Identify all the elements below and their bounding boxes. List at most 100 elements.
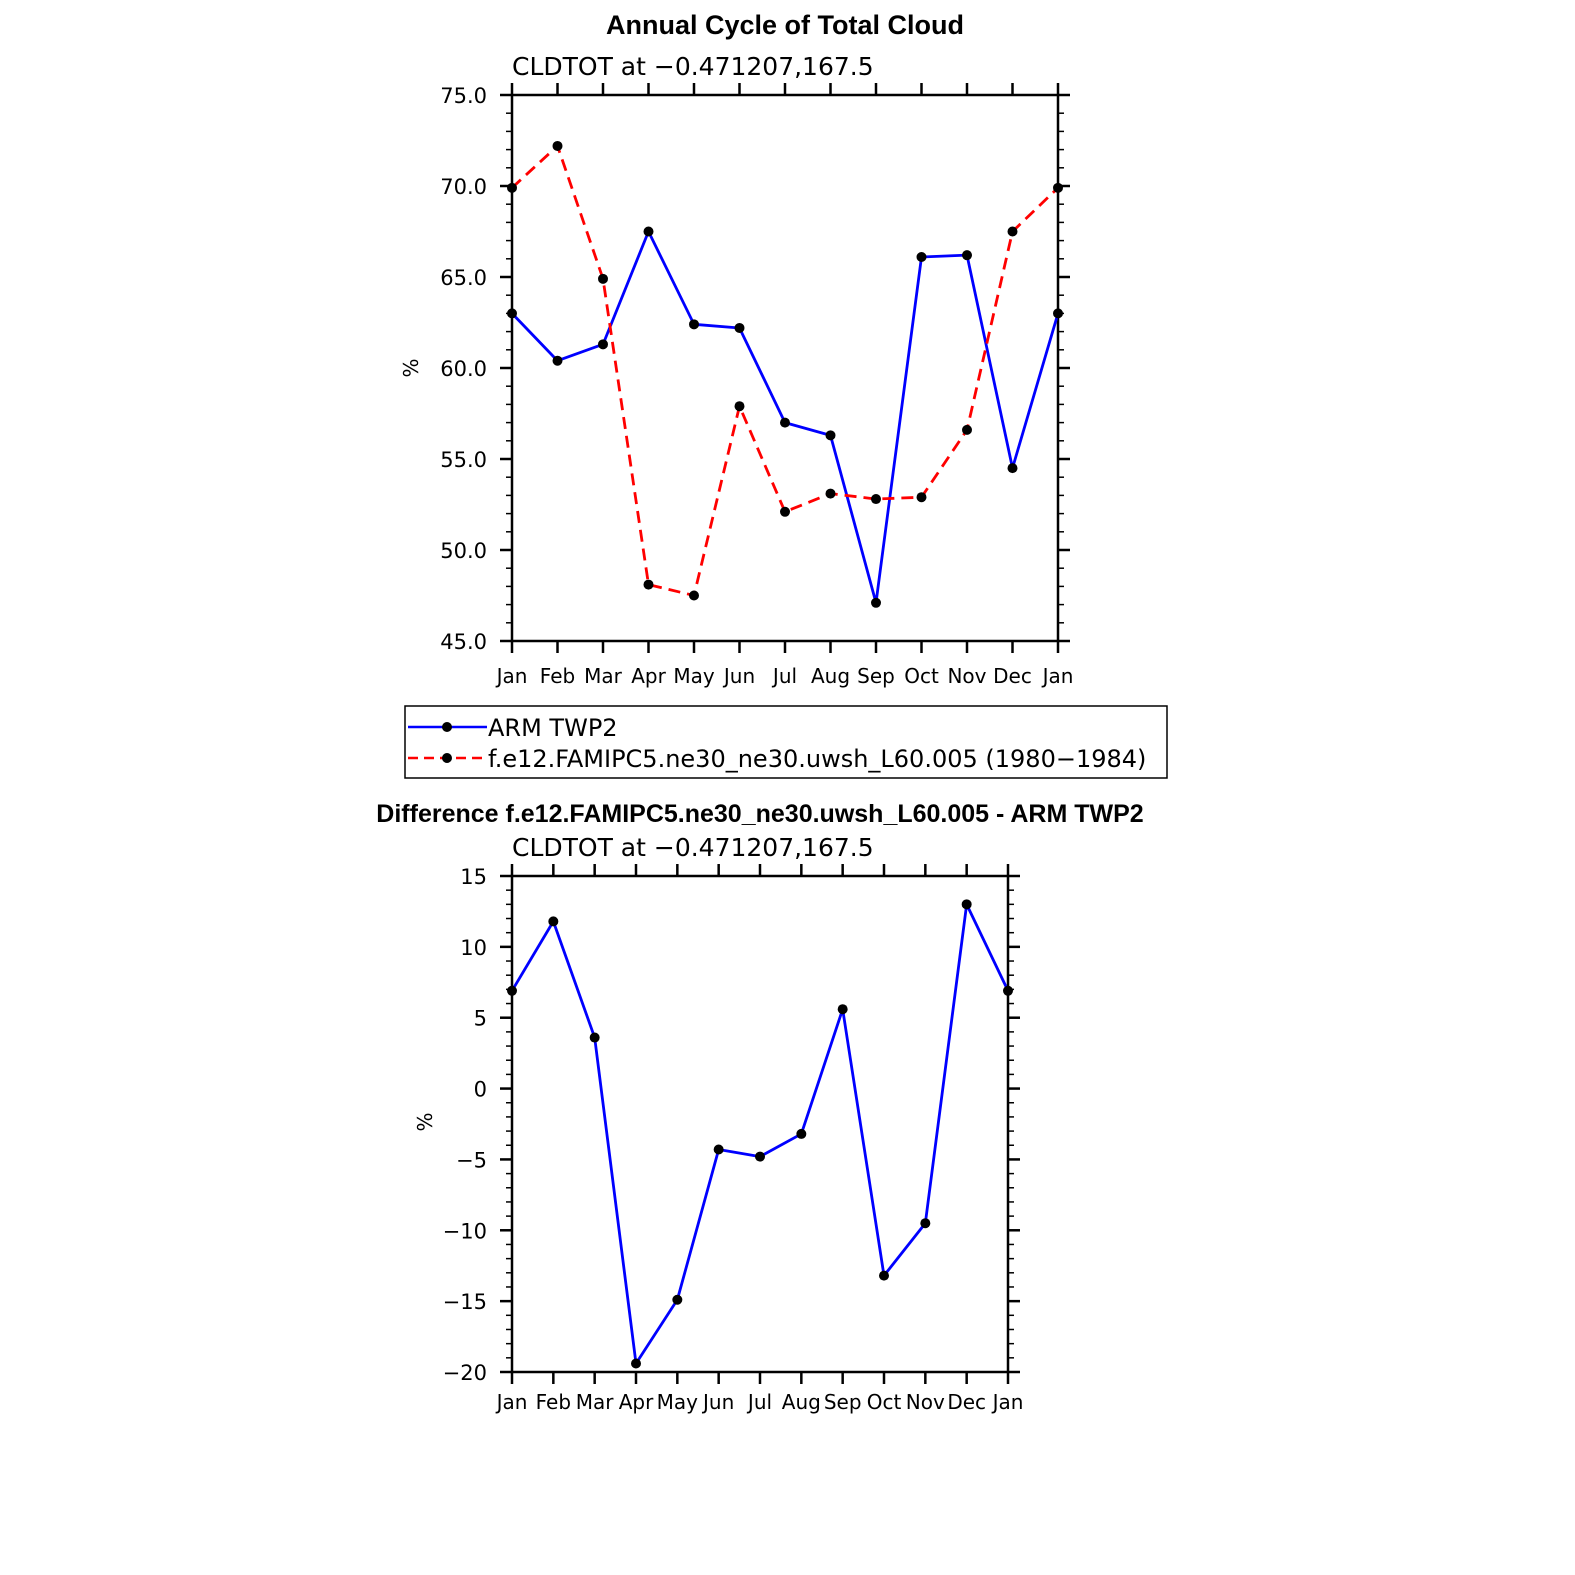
xtick-label: Jul [771, 664, 797, 688]
data-point [825, 430, 836, 441]
data-point [643, 226, 654, 237]
data-point [598, 273, 608, 284]
data-point [879, 1270, 889, 1281]
data-point [598, 339, 608, 350]
ytick-label: 70.0 [440, 175, 487, 199]
difference-chart: Difference f.e12.FAMIPC5.ne30_ne30.uwsh_… [376, 800, 1143, 1414]
data-point [589, 1032, 600, 1043]
data-point [1003, 985, 1013, 996]
xtick-label: Jan [1041, 664, 1074, 688]
ytick-label: 55.0 [440, 448, 487, 472]
xtick-label: Aug [811, 664, 850, 688]
data-point [734, 401, 745, 412]
xtick-label: Feb [540, 664, 575, 688]
data-point [962, 424, 972, 435]
xtick-label: Sep [824, 1390, 862, 1414]
ytick-label: 75.0 [440, 84, 487, 108]
data-point [755, 1151, 765, 1162]
xtick-label: Jun [701, 1390, 734, 1414]
data-point [916, 492, 927, 503]
data-point [780, 417, 790, 428]
xtick-label: Apr [619, 1390, 654, 1414]
ytick-label: 60.0 [440, 357, 487, 381]
data-point [552, 140, 563, 151]
data-point [643, 579, 654, 590]
data-point [1007, 226, 1018, 237]
data-point [961, 899, 972, 910]
xtick-label: Oct [904, 664, 939, 688]
chart1-legend: ARM TWP2 f.e12.FAMIPC5.ne30_ne30.uwsh_L6… [404, 705, 1168, 779]
data-point [507, 182, 517, 193]
ytick-label: 15 [460, 865, 487, 889]
xtick-label: Dec [993, 664, 1032, 688]
legend-box [404, 705, 1168, 779]
ytick-label: 50.0 [440, 539, 487, 563]
data-point [1007, 463, 1018, 474]
data-point [962, 250, 972, 261]
xtick-label: Feb [536, 1390, 571, 1414]
data-point [507, 308, 517, 319]
xtick-label: Jan [991, 1390, 1024, 1414]
data-point [920, 1218, 931, 1229]
chart1-axes: 45.0 50.0 55.0 60.0 65.0 70.0 75.0 Jan Feb Mar Apr… [440, 83, 1073, 688]
ytick-label: 10 [460, 936, 487, 960]
xtick-label: Jul [746, 1390, 772, 1414]
data-point [1053, 182, 1063, 193]
xtick-label: Mar [576, 1390, 615, 1414]
ytick-label: −10 [443, 1219, 487, 1243]
legend-label-model: f.e12.FAMIPC5.ne30_ne30.uwsh_L60.005 (19… [488, 745, 1146, 773]
legend-marker-model [442, 753, 452, 763]
xtick-label: May [673, 664, 715, 688]
chart1-subtitle: CLDTOT at −0.471207,167.5 [512, 52, 874, 81]
xtick-label: Apr [631, 664, 666, 688]
ytick-label: 65.0 [440, 266, 487, 290]
xtick-label: Jan [495, 664, 528, 688]
data-point [825, 488, 836, 499]
legend-label-arm-twp2: ARM TWP2 [488, 714, 618, 742]
xtick-label: Jan [495, 1390, 528, 1414]
series-line-1 [511, 144, 1059, 597]
chart1-series-group [507, 140, 1063, 608]
data-point [837, 1004, 848, 1015]
data-point [871, 597, 881, 608]
data-point [689, 590, 699, 601]
data-point [552, 355, 563, 366]
series-line-0 [510, 902, 1010, 1365]
legend-marker-arm-twp2 [442, 722, 452, 732]
data-point [548, 916, 559, 927]
data-point [689, 319, 699, 330]
chart1-ylabel: % [399, 358, 423, 377]
data-point [672, 1294, 683, 1305]
xtick-label: May [657, 1390, 699, 1414]
xtick-label: Jun [722, 664, 755, 688]
xtick-label: Nov [906, 1390, 945, 1414]
ytick-label: −15 [443, 1290, 487, 1314]
ytick-label: 0 [474, 1078, 487, 1102]
chart2-plot-frame [510, 874, 1010, 1374]
ytick-label: −20 [443, 1361, 487, 1385]
chart2-title: Difference f.e12.FAMIPC5.ne30_ne30.uwsh_… [376, 800, 1143, 828]
ytick-label: 5 [474, 1007, 487, 1031]
chart1-title: Annual Cycle of Total Cloud [606, 10, 964, 40]
xtick-label: Oct [867, 1390, 902, 1414]
data-point [916, 251, 927, 262]
data-point [1053, 308, 1063, 319]
ytick-label: 45.0 [440, 630, 487, 654]
data-point [780, 506, 790, 517]
data-point [631, 1358, 641, 1369]
data-point [734, 322, 745, 333]
xtick-label: Nov [947, 664, 986, 688]
chart1-plot-frame [510, 93, 1060, 643]
chart2-axes: −20 −15 −10 −5 0 5 10 15 Jan Feb Mar Apr May Jun Jul Au… [443, 864, 1024, 1414]
xtick-label: Dec [947, 1390, 986, 1414]
data-point [796, 1128, 807, 1139]
xtick-label: Mar [584, 664, 623, 688]
data-point [507, 985, 517, 996]
annual-cycle-chart: Annual Cycle of Total Cloud CLDTOT at −0… [399, 10, 1168, 779]
chart2-series-group [507, 899, 1013, 1369]
ytick-label: −5 [456, 1148, 487, 1172]
xtick-label: Sep [857, 664, 895, 688]
data-point [871, 494, 881, 505]
data-point [713, 1144, 724, 1155]
